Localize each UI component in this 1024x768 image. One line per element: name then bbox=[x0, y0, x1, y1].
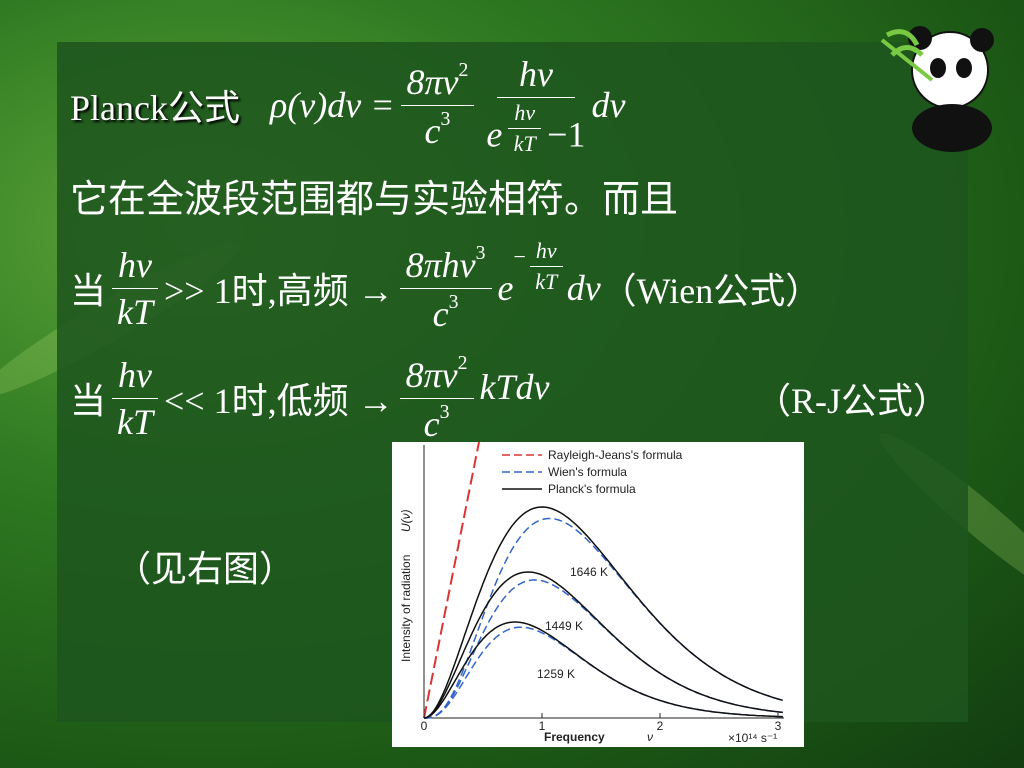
formula-text: e bbox=[486, 114, 503, 155]
formula-text: c bbox=[424, 110, 441, 151]
radiation-figure: Rayleigh-Jeans's formula Wien's formula Pl… bbox=[392, 442, 804, 747]
formula-text: hν bbox=[529, 238, 563, 267]
formula-text: dν bbox=[566, 268, 601, 308]
wien-curve bbox=[424, 517, 783, 719]
legend-label: Rayleigh-Jeans's formula bbox=[548, 448, 683, 462]
fraction: 8πhν3 c3 bbox=[399, 241, 492, 335]
x-axis-unit: ×10¹⁴ s⁻¹ bbox=[728, 731, 777, 745]
formula-text: kT bbox=[513, 131, 536, 156]
formula-text: << 1时,低频 → bbox=[164, 381, 394, 421]
panda-icon bbox=[880, 26, 994, 152]
wien-curve bbox=[424, 579, 783, 719]
formula-text: 3 bbox=[440, 107, 451, 130]
y-axis-label: Intensity of radiation bbox=[399, 555, 413, 662]
formula-lhs: ρ(ν)dν = bbox=[269, 85, 395, 125]
formula-text: 3 bbox=[475, 241, 486, 264]
planck-curve bbox=[423, 571, 783, 719]
formula-name: （Wien公式） bbox=[600, 271, 822, 311]
x-tick-label: 0 bbox=[421, 719, 428, 733]
curve-label: 1259 K bbox=[537, 667, 575, 681]
formula-text: 8πν bbox=[406, 61, 459, 102]
formula-name: （R-J公式） bbox=[755, 381, 950, 421]
formula-text: hν bbox=[112, 354, 158, 399]
formula-text: hν bbox=[496, 53, 575, 98]
formula-text: 2 bbox=[458, 58, 469, 81]
x-axis-label: Frequency bbox=[544, 730, 605, 744]
formula-text: c bbox=[432, 293, 449, 334]
rayleigh-jeans-curve bbox=[423, 442, 480, 719]
formula-text: 8πhν bbox=[405, 244, 476, 285]
formula-text: 3 bbox=[448, 290, 459, 313]
curve-label: 1449 K bbox=[545, 619, 583, 633]
formula-text: kT bbox=[117, 401, 153, 442]
fraction: 8πν2 c3 bbox=[399, 351, 474, 445]
x-axis-var: ν bbox=[647, 730, 653, 744]
fraction: hν kT bbox=[112, 244, 158, 333]
planck-curve bbox=[423, 506, 783, 719]
wien-row: 当 hν kT >> 1时,高频 → 8πhν3 c3 e − hν kT dν （… bbox=[70, 238, 821, 338]
formula-text: c bbox=[423, 403, 440, 444]
x-tick-label: 1 bbox=[539, 719, 546, 733]
formula-text: kT bbox=[117, 291, 153, 332]
formula-text: − bbox=[513, 244, 526, 269]
formula-text: −1 bbox=[547, 114, 586, 155]
curve-label: 1646 K bbox=[570, 565, 608, 579]
formula-text: 当 bbox=[70, 271, 107, 311]
formula-text: 3 bbox=[439, 400, 450, 423]
fraction: hν e hν kT −1 bbox=[486, 53, 585, 157]
formula-text: e bbox=[497, 268, 514, 308]
rj-row: 当 hν kT << 1时,低频 → 8πν2 c3 kTdν bbox=[70, 348, 550, 448]
formula-text: 当 bbox=[70, 381, 107, 421]
formula-text: dν bbox=[591, 85, 626, 125]
statement: 它在全波段范围都与实验相符。而且 bbox=[70, 179, 679, 221]
fraction: hν kT bbox=[112, 354, 158, 443]
formula-text: kTdν bbox=[479, 367, 550, 407]
planck-row: Planck公式 ρ(ν)dν = 8πν2 c3 hν e hν kT −1 dν bbox=[70, 40, 625, 170]
legend-label: Planck's formula bbox=[548, 482, 636, 496]
formula-text: >> 1时,高频 → bbox=[164, 271, 394, 311]
formula-text: 2 bbox=[457, 351, 468, 374]
fraction: hν kT bbox=[529, 238, 563, 295]
x-tick-label: 3 bbox=[775, 719, 782, 733]
planck-curve bbox=[423, 621, 783, 719]
x-tick-label: 2 bbox=[657, 719, 664, 733]
y-axis-var: U(ν) bbox=[399, 509, 413, 532]
formula-text: hν bbox=[112, 244, 158, 289]
legend-label: Wien's formula bbox=[548, 465, 627, 479]
formula-text: 8πν bbox=[405, 354, 458, 395]
planck-label: Planck公式 bbox=[70, 88, 240, 128]
note: （见右图） bbox=[115, 549, 296, 589]
formula-text: kT bbox=[535, 269, 558, 294]
formula-text: hν bbox=[508, 100, 542, 129]
fraction: 8πν2 c3 bbox=[400, 58, 475, 152]
